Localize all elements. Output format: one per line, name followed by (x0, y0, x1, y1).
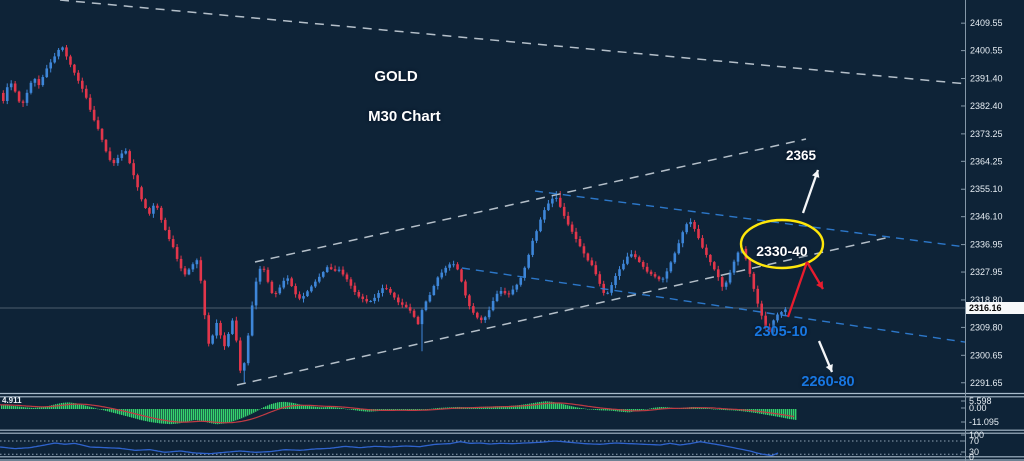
axis-tick-label: 2355.10 (970, 184, 1003, 194)
indicator-value-label: 4.911 (2, 396, 22, 405)
axis-tick-label: 2309.80 (970, 322, 1003, 332)
indicator-panel-2 (0, 440, 963, 457)
white-arrow-down-head (825, 364, 833, 372)
oscillator-line (0, 440, 779, 457)
axis-tick-label: 2300.65 (970, 350, 1003, 360)
indicator-panel-1 (0, 401, 797, 425)
axis-tick-label: 2409.55 (970, 18, 1003, 28)
main-chart-area (0, 0, 965, 386)
panel-separator-2 (0, 456, 1024, 461)
red-bounce-line (786, 261, 809, 318)
panel-separator-0 (0, 392, 1024, 398)
red-reject-arrow-head (816, 281, 823, 289)
trendline-channel-upper (254, 138, 807, 263)
price-axis: 2409.55 2400.55 2391.40 2382.40 2373.25 2364.… (961, 0, 1003, 461)
candlesticks (2, 44, 787, 383)
highlight-ellipse (739, 218, 825, 270)
axis-tick-label: 2364.25 (970, 156, 1003, 166)
axis-tick-label: 2291.65 (970, 378, 1003, 388)
current-price-box: 2316.16 (966, 302, 1024, 314)
axis-tick-label: 2391.40 (970, 74, 1003, 84)
white-arrow-up-head (812, 170, 820, 178)
signal-line (0, 402, 795, 424)
indicator-axis-label: 100 (969, 430, 984, 440)
axis-tick-label: 2400.55 (970, 46, 1003, 56)
panel-separator-1 (0, 429, 1024, 434)
trendline-top-resistance (59, 0, 965, 85)
axis-tick-label: 2346.10 (970, 212, 1003, 222)
axis-tick-label: 2318.80 (970, 295, 1003, 305)
indicator-axis-label: 0 (969, 452, 974, 461)
indicator-axis-label: -11.095 (969, 417, 999, 427)
axis-tick-label: 2336.95 (970, 240, 1003, 250)
axis-tick-label: 2327.95 (970, 267, 1003, 277)
trendline-wedge-lower-blue (461, 267, 965, 343)
trendline-wedge-upper-blue (534, 190, 965, 248)
indicator-axis-label: 30 (969, 447, 979, 457)
axis-tick-label: 2382.40 (970, 101, 1003, 111)
indicator-axis-label: 5.598 (969, 396, 992, 406)
white-arrow-up (801, 169, 820, 214)
axis-tick-label: 2373.25 (970, 129, 1003, 139)
indicator-axis-label: 70 (969, 436, 979, 446)
indicator-axis-label: 0.00 (969, 403, 987, 413)
